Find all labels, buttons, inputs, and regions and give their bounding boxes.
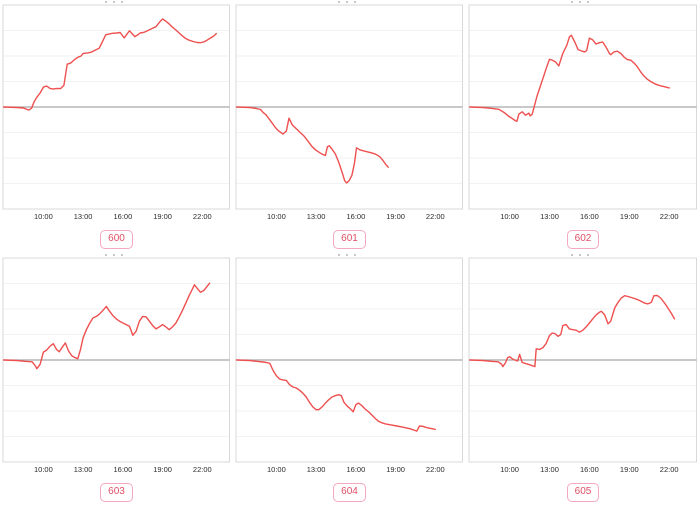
chart-id-badge[interactable]: 602 [566,230,600,249]
x-tick-label: 19:00 [386,465,405,474]
chart-id-badge[interactable]: 604 [333,483,366,502]
chart-cell: 10:00 13:00 16:00 19:00 22:00 604 [233,253,466,506]
badge-row: 602 [466,228,700,249]
x-tick-label: 19:00 [153,212,172,221]
chart-cell: 10:00 13:00 16:00 19:00 22:00 602 [466,0,700,253]
x-tick-label: 10:00 [500,465,519,474]
x-tick-label: 19:00 [620,212,639,221]
chart-id-badge[interactable]: 603 [100,483,133,502]
price-sparkline-chart: 10:00 13:00 16:00 19:00 22:00 [2,4,230,221]
x-tick-label: 16:00 [114,465,133,474]
clipped-chart-title-fragment [337,1,362,3]
x-tick-label: 16:00 [580,212,599,221]
x-tick-label: 19:00 [153,465,172,474]
x-tick-label: 10:00 [500,212,519,221]
x-tick-label: 16:00 [580,465,599,474]
chart-cell: 10:00 13:00 16:00 19:00 22:00 605 [466,253,700,506]
x-tick-label: 13:00 [540,212,559,221]
badge-row: 604 [233,481,466,502]
price-line [469,34,670,123]
chart-cell: 10:00 13:00 16:00 19:00 22:00 600 [0,0,233,253]
price-sparkline-chart: 10:00 13:00 16:00 19:00 22:00 [235,257,463,474]
x-tick-label: 22:00 [426,212,445,221]
x-tick-label: 10:00 [34,212,53,221]
x-tick-label: 10:00 [34,465,53,474]
x-tick-label: 13:00 [307,465,326,474]
price-line [3,282,211,370]
price-line [236,359,437,432]
x-tick-label: 13:00 [540,465,559,474]
chart-id-badge[interactable]: 601 [333,230,366,249]
chart-cell: 10:00 13:00 16:00 19:00 22:00 601 [233,0,466,253]
price-sparkline-chart: 10:00 13:00 16:00 19:00 22:00 [468,257,697,474]
chart-id-badge[interactable]: 600 [100,230,133,249]
x-tick-label: 16:00 [347,465,366,474]
price-sparkline-chart: 10:00 13:00 16:00 19:00 22:00 [235,4,463,221]
x-tick-label: 13:00 [307,212,326,221]
x-tick-label: 10:00 [267,212,286,221]
x-tick-label: 10:00 [267,465,286,474]
x-tick-label: 19:00 [386,212,405,221]
clipped-chart-title-fragment [571,254,595,256]
x-tick-label: 16:00 [114,212,133,221]
price-sparkline-chart: 10:00 13:00 16:00 19:00 22:00 [2,257,230,474]
chart-id-badge[interactable]: 605 [566,483,600,502]
clipped-chart-title-fragment [337,254,362,256]
price-sparkline-chart: 10:00 13:00 16:00 19:00 22:00 [468,4,697,221]
badge-row: 600 [0,228,233,249]
clipped-chart-title-fragment [104,254,129,256]
price-line [3,18,218,111]
x-tick-label: 13:00 [74,212,93,221]
price-line [236,106,390,184]
badge-row: 603 [0,481,233,502]
price-line [469,294,676,368]
x-tick-label: 22:00 [426,465,445,474]
x-tick-label: 22:00 [193,212,212,221]
clipped-chart-title-fragment [571,1,595,3]
x-tick-label: 13:00 [74,465,93,474]
x-tick-label: 22:00 [660,212,679,221]
badge-row: 605 [466,481,700,502]
x-tick-label: 16:00 [347,212,366,221]
x-tick-label: 22:00 [660,465,679,474]
clipped-chart-title-fragment [104,1,129,3]
chart-cell: 10:00 13:00 16:00 19:00 22:00 603 [0,253,233,506]
badge-row: 601 [233,228,466,249]
x-tick-label: 22:00 [193,465,212,474]
x-tick-label: 19:00 [620,465,639,474]
